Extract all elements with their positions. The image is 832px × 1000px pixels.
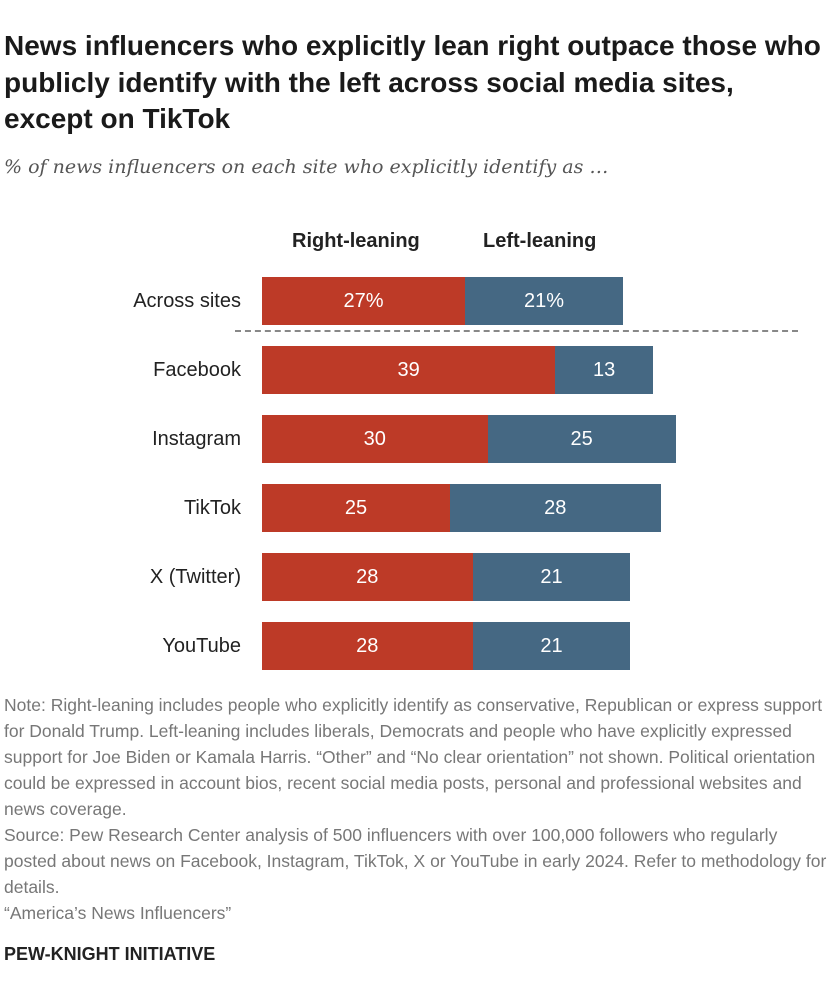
data-label: 13 [593,359,616,381]
chart-title: News influencers who explicitly lean rig… [4,30,821,134]
data-label: 27% [343,290,384,312]
bar-left-leaning [555,346,654,394]
data-label: 21% [523,290,564,312]
bar-right-leaning [262,415,488,463]
bar-left-leaning [450,484,661,532]
data-label: 21 [540,566,563,588]
bar-left-leaning [487,415,676,463]
report-title: “America’s News Influencers” [4,903,232,923]
bar-right-leaning [262,553,473,601]
legend-left-leaning: Left-leaning [483,230,597,252]
data-label: 30 [363,428,386,450]
bar-right-leaning [262,277,466,325]
source-text: Source: Pew Research Center analysis of … [4,825,827,897]
bar-right-leaning [262,622,473,670]
divider-line [235,330,798,332]
data-label: 25 [570,428,593,450]
category-label: TikTok [183,497,241,519]
category-label: Instagram [152,428,241,450]
data-label: 39 [397,359,420,381]
data-label: 28 [544,497,567,519]
bar-right-leaning [262,346,556,394]
bar-right-leaning [262,484,450,532]
data-label: 21 [540,635,563,657]
category-label: Facebook [153,359,241,381]
footer-brand: PEW-KNIGHT INITIATIVE [4,944,216,964]
data-label: 28 [356,566,379,588]
category-label: YouTube [162,635,241,657]
note-text: Note: Right-leaning includes people who … [4,695,823,819]
notes: Note: Right-leaning includes people who … [4,692,829,926]
category-label: X (Twitter) [149,566,241,588]
bar-left-leaning [465,277,623,325]
bar-left-leaning [472,553,631,601]
legend-right-leaning: Right-leaning [292,230,420,252]
category-label: Across sites [133,290,241,312]
chart-subtitle: % of news influencers on each site who e… [4,156,609,178]
data-label: 28 [356,635,379,657]
data-label: 25 [344,497,368,519]
bar-left-leaning [472,622,631,670]
